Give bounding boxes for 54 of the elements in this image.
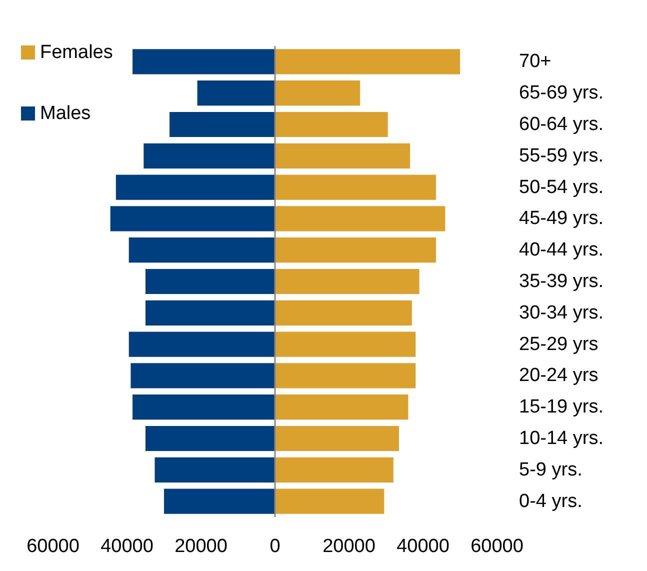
bar (275, 206, 446, 232)
x-tick-label: 20000 (322, 536, 376, 557)
y-tick-label: 5-9 yrs. (519, 459, 582, 480)
y-tick-label: 55-59 yrs. (519, 145, 604, 166)
y-tick-label: 0-4 yrs. (519, 490, 582, 512)
bar (128, 332, 275, 357)
bar (197, 80, 275, 106)
bar (275, 143, 410, 168)
y-tick-label: 40-44 yrs. (519, 240, 604, 261)
y-tick-label: 25-29 yrs (519, 334, 598, 355)
x-tick-label: 20000 (174, 536, 228, 557)
y-tick-label: 45-49 yrs. (519, 208, 604, 230)
bar (170, 112, 275, 138)
y-tick-label: 30-34 yrs. (519, 302, 604, 324)
bar (116, 174, 275, 200)
x-tick-label: 0 (270, 536, 280, 557)
bar (164, 488, 275, 514)
y-tick-label: 10-14 yrs. (519, 428, 604, 449)
x-tick-label: 40000 (100, 536, 154, 557)
bar (146, 426, 275, 452)
bar (275, 363, 416, 388)
bar (110, 206, 275, 232)
y-tick-label: 70+ (519, 51, 552, 72)
bar (146, 268, 275, 294)
bar (275, 238, 436, 263)
bar (144, 143, 275, 168)
y-tick-label: 65-69 yrs. (519, 82, 604, 104)
bar (275, 394, 408, 420)
bar (146, 300, 275, 326)
legend-label: Females (40, 42, 113, 63)
bar (275, 112, 388, 138)
bar (132, 49, 275, 74)
bar (275, 488, 384, 514)
bar (275, 332, 416, 357)
bar (275, 300, 412, 326)
y-tick-label: 20-24 yrs (519, 365, 598, 386)
bar (128, 238, 275, 263)
x-tick-label: 60000 (470, 536, 524, 557)
y-tick-label: 15-19 yrs. (519, 396, 604, 418)
x-tick-label: 40000 (396, 536, 450, 557)
legend-label: Males (40, 103, 91, 124)
bar (154, 457, 275, 482)
y-tick-label: 50-54 yrs. (519, 176, 604, 198)
bar (275, 426, 399, 452)
x-tick-label: 60000 (26, 536, 80, 557)
y-tick-label: 35-39 yrs. (519, 271, 604, 292)
bar (132, 394, 275, 420)
bar (130, 363, 275, 388)
bar (275, 174, 436, 200)
bar (275, 80, 360, 106)
y-tick-label: 60-64 yrs. (519, 114, 604, 135)
bar (275, 457, 394, 482)
bar (275, 49, 460, 74)
bar (275, 268, 420, 294)
